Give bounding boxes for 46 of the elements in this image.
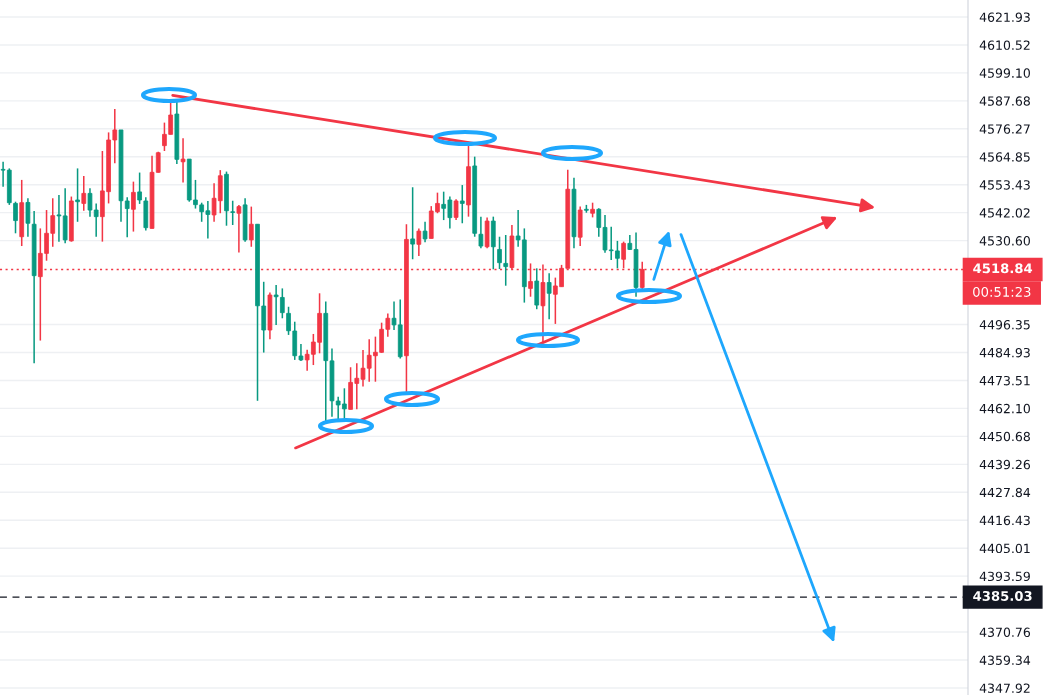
y-tick-label: 4496.35 bbox=[979, 319, 1030, 330]
y-tick-label: 4587.68 bbox=[979, 96, 1030, 106]
text: 00:51:23 bbox=[973, 286, 1031, 297]
candlestick bbox=[25, 197, 31, 238]
y-tick-label: 4405.01 bbox=[979, 543, 1030, 554]
candlestick bbox=[546, 272, 552, 321]
candlestick bbox=[534, 267, 540, 310]
y-tick-label: 4347.92 bbox=[979, 683, 1030, 693]
y-tick-label: 4564.85 bbox=[979, 152, 1030, 162]
y-tick-label: 4599.10 bbox=[979, 68, 1030, 78]
y-tick-label: 4462.10 bbox=[979, 403, 1030, 414]
candlestick bbox=[497, 235, 502, 270]
candlestick bbox=[81, 175, 87, 212]
candlestick bbox=[273, 284, 279, 326]
candlestick bbox=[416, 227, 422, 257]
y-tick-label: 4542.02 bbox=[979, 208, 1030, 218]
y-tick-label: 4473.51 bbox=[979, 375, 1030, 386]
y-tick-label: 4530.60 bbox=[979, 236, 1030, 246]
y-tick-label: 4393.59 bbox=[979, 571, 1030, 582]
y-tick-label: 4610.52 bbox=[979, 40, 1030, 50]
y-tick-label: 4576.27 bbox=[979, 124, 1030, 134]
ref-line-label: 4518.84 bbox=[973, 263, 1033, 274]
candlestick bbox=[453, 198, 459, 221]
candlestick bbox=[180, 137, 186, 184]
candlestick bbox=[422, 221, 428, 244]
y-tick-label: 4553.43 bbox=[979, 180, 1030, 190]
candlestick bbox=[236, 204, 242, 254]
candlestick bbox=[13, 200, 18, 235]
candlestick bbox=[279, 287, 285, 320]
ref-line-label: 4385.03 bbox=[973, 590, 1032, 601]
y-tick-label: 4416.43 bbox=[979, 515, 1030, 526]
y-tick-label: 4439.26 bbox=[979, 459, 1031, 470]
y-tick-label: 4621.93 bbox=[979, 12, 1030, 22]
candlestick bbox=[410, 186, 415, 261]
y-tick-label: 4427.84 bbox=[979, 487, 1031, 498]
y-tick-label: 4450.68 bbox=[979, 431, 1030, 442]
candlestick bbox=[459, 184, 465, 225]
candlestick bbox=[131, 180, 136, 233]
candlestick bbox=[248, 205, 254, 248]
y-tick-label: 4370.76 bbox=[979, 627, 1031, 637]
y-tick-label: 4359.34 bbox=[979, 655, 1031, 665]
candlestick bbox=[478, 215, 484, 250]
candlestick bbox=[503, 234, 509, 287]
y-tick-label: 4484.93 bbox=[979, 347, 1030, 358]
candlestick bbox=[230, 199, 236, 226]
candlestick bbox=[75, 167, 80, 223]
